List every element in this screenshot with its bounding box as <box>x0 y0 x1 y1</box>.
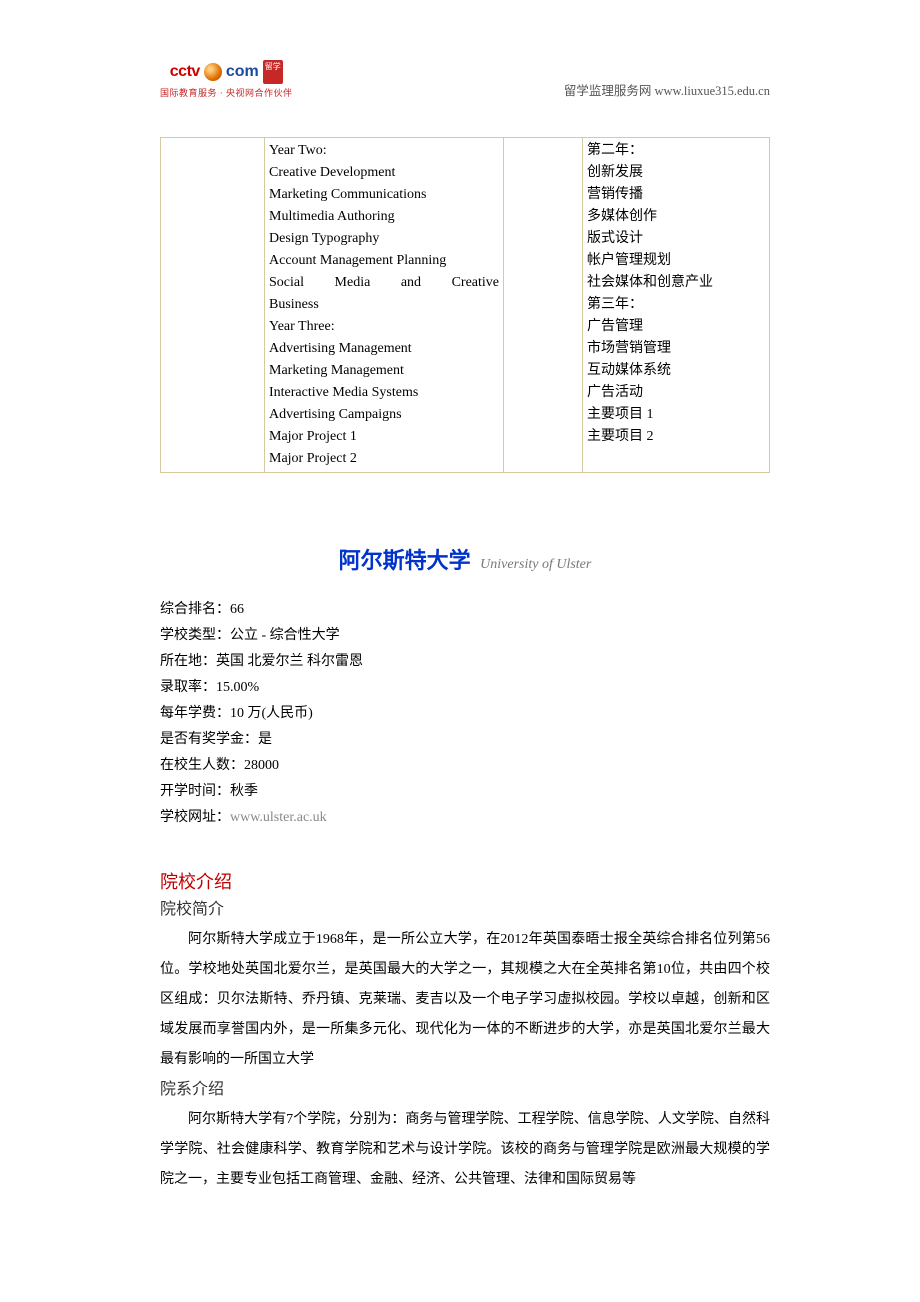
list-item: Interactive Media Systems <box>269 382 499 404</box>
list-item: Marketing Management <box>269 360 499 382</box>
list-item: Multimedia Authoring <box>269 206 499 228</box>
site-logo: cctv com 留学 国际教育服务 · 央视网合作伙伴 <box>160 60 293 99</box>
section-heading-intro: 院校介绍 <box>160 869 770 895</box>
list-item: SocialMediaandCreative <box>269 272 499 294</box>
list-item: Creative Development <box>269 162 499 184</box>
info-row: 在校生人数：28000 <box>160 753 770 779</box>
list-item: 多媒体创作 <box>587 206 765 228</box>
info-value: www.ulster.ac.uk <box>230 810 327 825</box>
cell-empty-left <box>161 138 265 473</box>
info-label: 开学时间： <box>160 784 230 799</box>
info-label: 在校生人数： <box>160 758 244 773</box>
info-row: 学校网址：www.ulster.ac.uk <box>160 805 770 831</box>
paragraph-dept: 阿尔斯特大学有7个学院，分别为：商务与管理学院、工程学院、信息学院、人文学院、自… <box>160 1105 770 1195</box>
list-item: Advertising Campaigns <box>269 404 499 426</box>
university-info-list: 综合排名：66 学校类型：公立 - 综合性大学 所在地：英国 北爱尔兰 科尔雷恩… <box>160 597 770 831</box>
service-url: www.liuxue315.edu.cn <box>655 84 771 98</box>
info-label: 综合排名： <box>160 602 230 617</box>
info-label: 是否有奖学金： <box>160 732 258 747</box>
service-label: 留学监理服务网 <box>564 84 652 98</box>
info-row: 每年学费：10 万(人民币) <box>160 701 770 727</box>
cell-curriculum-cn: 第二年： 创新发展 营销传播 多媒体创作 版式设计 帐户管理规划 社会媒体和创意… <box>583 138 770 473</box>
list-item: 营销传播 <box>587 184 765 206</box>
info-label: 学校网址： <box>160 810 230 825</box>
info-label: 所在地： <box>160 654 216 669</box>
section-subheading-brief: 院校简介 <box>160 895 770 925</box>
info-label: 录取率： <box>160 680 216 695</box>
info-row: 是否有奖学金：是 <box>160 727 770 753</box>
list-item: 主要项目 2 <box>587 426 765 448</box>
page-header: cctv com 留学 国际教育服务 · 央视网合作伙伴 留学监理服务网 www… <box>160 60 770 99</box>
info-row: 所在地：英国 北爱尔兰 科尔雷恩 <box>160 649 770 675</box>
list-item: Year Two: <box>269 140 499 162</box>
list-item: Advertising Management <box>269 338 499 360</box>
info-label: 每年学费： <box>160 706 230 721</box>
list-item: 广告活动 <box>587 382 765 404</box>
list-item: Year Three: <box>269 316 499 338</box>
header-service-link: 留学监理服务网 www.liuxue315.edu.cn <box>564 80 770 99</box>
curriculum-table: Year Two: Creative Development Marketing… <box>160 137 770 473</box>
paragraph-brief: 阿尔斯特大学成立于1968年，是一所公立大学，在2012年英国泰晤士报全英综合排… <box>160 925 770 1075</box>
table-row: Year Two: Creative Development Marketing… <box>161 138 770 473</box>
list-item: 社会媒体和创意产业 <box>587 272 765 294</box>
info-row: 综合排名：66 <box>160 597 770 623</box>
info-value: 是 <box>258 732 272 747</box>
info-label: 学校类型： <box>160 628 230 643</box>
list-item: 第三年： <box>587 294 765 316</box>
university-title-row: 阿尔斯特大学 University of Ulster <box>160 543 770 575</box>
list-item: Design Typography <box>269 228 499 250</box>
list-item: 互动媒体系统 <box>587 360 765 382</box>
section-subheading-dept: 院系介绍 <box>160 1075 770 1105</box>
logo-com-text: com <box>226 63 259 81</box>
list-item: 帐户管理规划 <box>587 250 765 272</box>
list-item: 版式设计 <box>587 228 765 250</box>
logo-subtitle: 国际教育服务 · 央视网合作伙伴 <box>160 86 293 99</box>
list-item: Account Management Planning <box>269 250 499 272</box>
logo-orb-icon <box>204 63 222 81</box>
info-value: 公立 - 综合性大学 <box>230 628 340 643</box>
list-item: 主要项目 1 <box>587 404 765 426</box>
info-value: 66 <box>230 602 244 617</box>
document-page: cctv com 留学 国际教育服务 · 央视网合作伙伴 留学监理服务网 www… <box>0 0 920 1302</box>
list-item: 第二年： <box>587 140 765 162</box>
info-value: 10 万(人民币) <box>230 706 313 721</box>
university-title-cn: 阿尔斯特大学 <box>339 548 471 573</box>
info-value: 英国 北爱尔兰 科尔雷恩 <box>216 654 363 669</box>
cell-curriculum-en: Year Two: Creative Development Marketing… <box>265 138 504 473</box>
list-item: Marketing Communications <box>269 184 499 206</box>
info-value: 15.00% <box>216 680 259 695</box>
list-item: Major Project 2 <box>269 448 499 470</box>
cell-empty-mid <box>504 138 583 473</box>
logo-cctv-text: cctv <box>170 63 200 81</box>
info-row: 录取率：15.00% <box>160 675 770 701</box>
logo-top-row: cctv com 留学 <box>170 60 283 84</box>
info-value: 秋季 <box>230 784 258 799</box>
university-title-en: University of Ulster <box>480 557 591 572</box>
info-value: 28000 <box>244 758 279 773</box>
list-item: 创新发展 <box>587 162 765 184</box>
list-item: 市场营销管理 <box>587 338 765 360</box>
logo-badge-icon: 留学 <box>263 60 283 84</box>
list-item: Major Project 1 <box>269 426 499 448</box>
list-item: 广告管理 <box>587 316 765 338</box>
list-item: Business <box>269 294 499 316</box>
info-row: 开学时间：秋季 <box>160 779 770 805</box>
info-row: 学校类型：公立 - 综合性大学 <box>160 623 770 649</box>
